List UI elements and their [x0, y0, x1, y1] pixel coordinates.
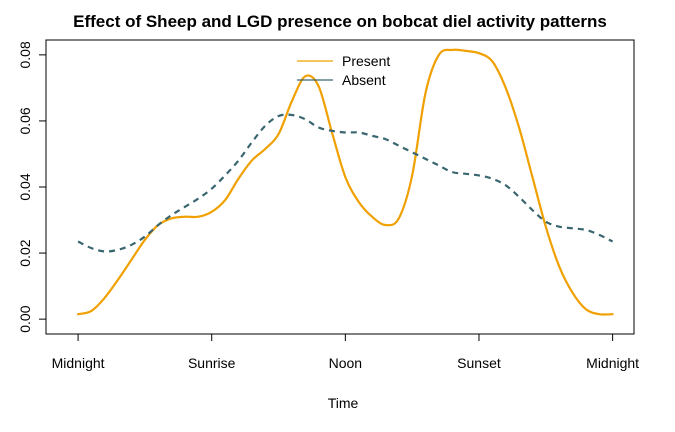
y-axis: 0.00 0.02 0.04 0.06 0.08	[17, 41, 46, 333]
x-tick-label: Sunrise	[188, 355, 236, 371]
series-line-present	[76, 48, 614, 316]
x-tick-label: Midnight	[586, 355, 639, 371]
x-axis: Midnight Sunrise Noon Sunset Midnight	[52, 334, 639, 371]
x-tick-label: Noon	[329, 355, 362, 371]
y-tick-label: 0.00	[17, 305, 33, 332]
legend-label-absent: Absent	[342, 72, 386, 88]
series-layer	[76, 48, 614, 316]
legend: Present Absent	[297, 53, 390, 88]
y-tick-label: 0.06	[17, 107, 33, 134]
legend-label-present: Present	[342, 53, 390, 69]
series-line-absent	[77, 113, 614, 253]
y-tick-label: 0.04	[17, 173, 33, 200]
y-tick-label: 0.08	[17, 41, 33, 68]
y-tick-label: 0.02	[17, 239, 33, 266]
x-tick-label: Midnight	[52, 355, 105, 371]
x-tick-label: Sunset	[457, 355, 501, 371]
x-axis-label: Time	[328, 395, 359, 411]
chart-title: Effect of Sheep and LGD presence on bobc…	[73, 12, 607, 31]
plot-frame	[45, 39, 635, 335]
